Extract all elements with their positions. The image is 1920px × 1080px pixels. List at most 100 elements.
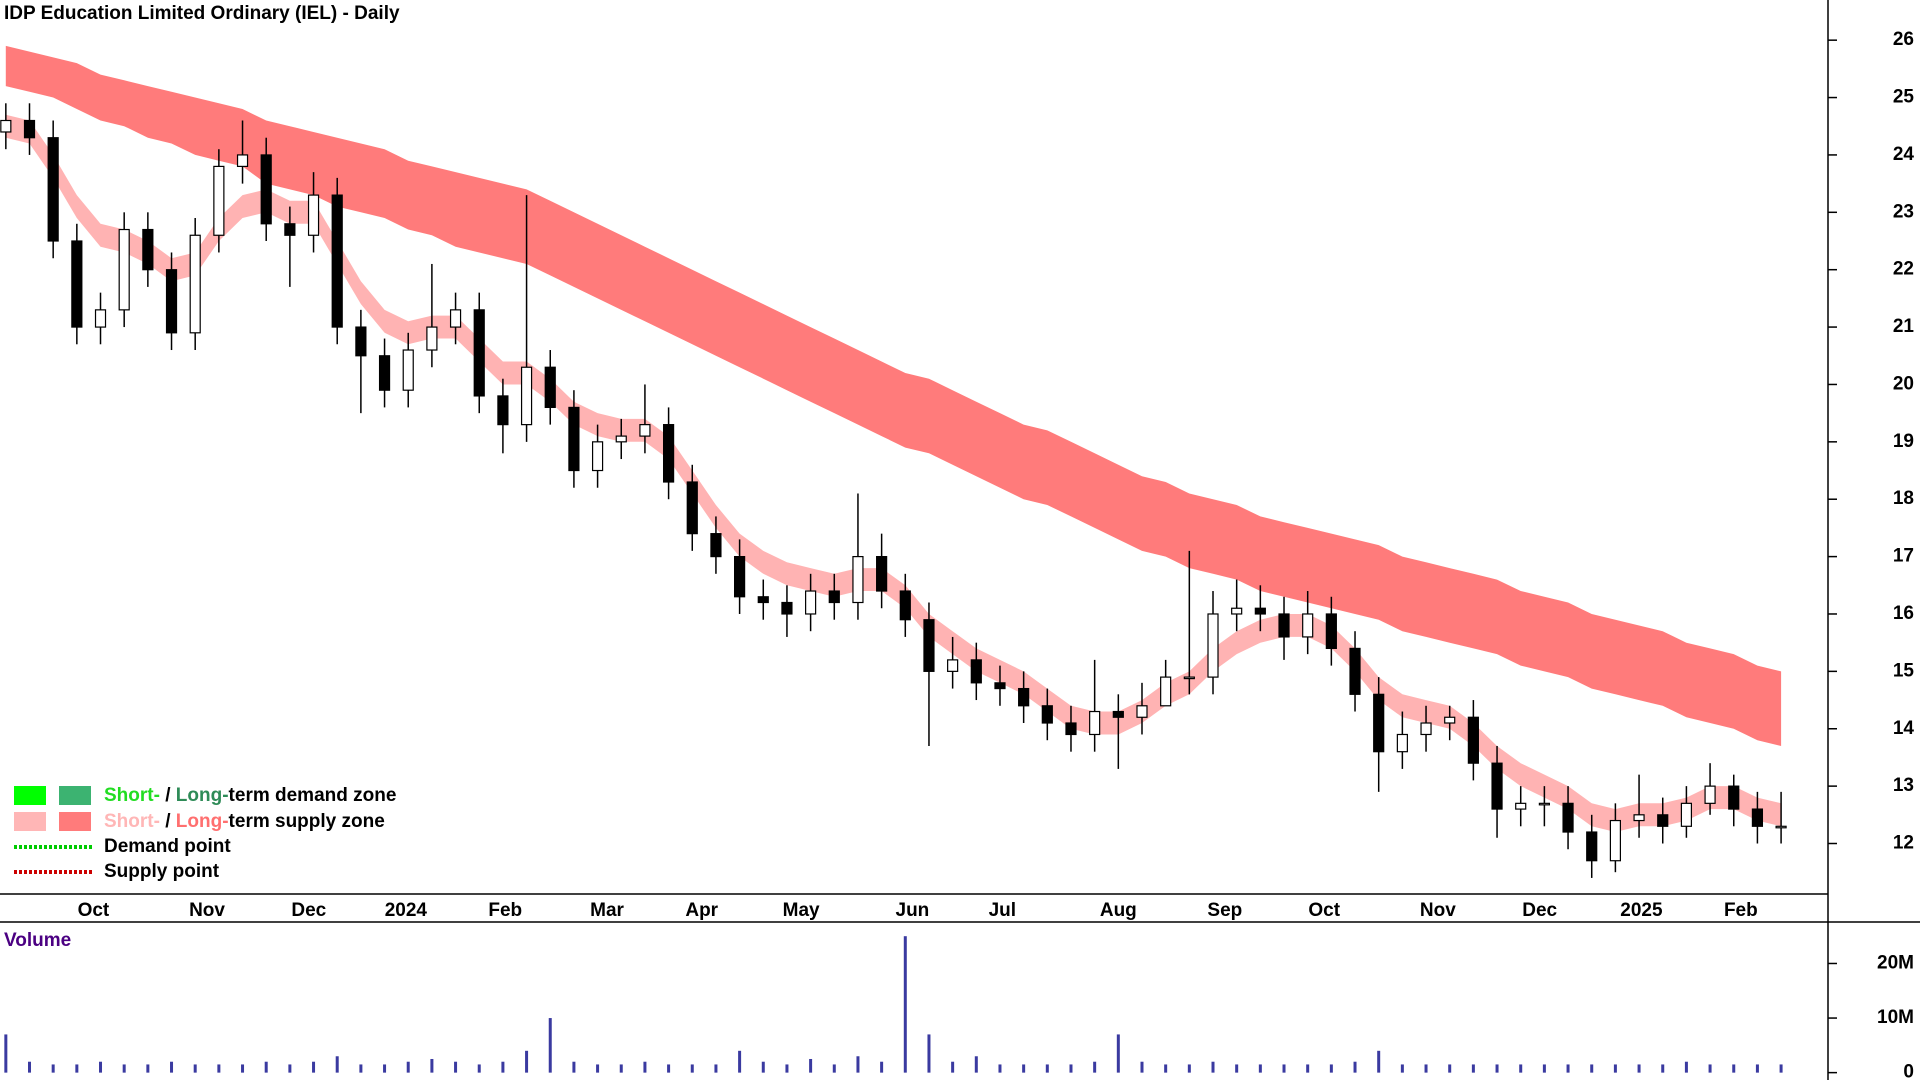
candle-body	[899, 590, 911, 621]
volume-bar	[619, 1064, 623, 1073]
y-tick-label: 19	[1893, 431, 1914, 452]
volume-bar	[99, 1061, 103, 1073]
volume-bar	[1471, 1064, 1475, 1073]
candle-body	[1396, 733, 1408, 753]
volume-bar	[525, 1050, 529, 1073]
legend-text-part: /	[160, 785, 176, 806]
volume-bar	[146, 1064, 150, 1073]
zone-band	[5, 114, 1782, 833]
candle-body	[781, 601, 793, 615]
y-tick-label: 20M	[1877, 952, 1914, 973]
x-tick-label: Feb	[488, 900, 522, 921]
candle-body	[1751, 808, 1764, 827]
x-tick-label: Sep	[1207, 900, 1242, 921]
volume-bar	[832, 1064, 836, 1073]
volume-bar	[690, 1064, 694, 1073]
candle-body	[213, 165, 225, 236]
legend-swatch	[59, 786, 91, 805]
candle-body	[805, 590, 817, 615]
candle-body	[876, 555, 888, 592]
legend-text-part: Long-	[176, 785, 229, 806]
x-tick-label: Apr	[685, 900, 718, 921]
candle-body	[1775, 825, 1787, 829]
volume-bar	[1282, 1064, 1286, 1073]
y-tick-label: 18	[1893, 488, 1914, 509]
volume-bar	[548, 1018, 552, 1073]
volume-bar	[4, 1034, 8, 1073]
volume-bar	[1448, 1064, 1452, 1073]
volume-bar	[596, 1064, 600, 1073]
candle-body	[520, 366, 533, 426]
volume-bar	[1590, 1064, 1594, 1073]
candle-body	[378, 355, 391, 391]
candle-body	[1633, 814, 1645, 822]
volume-bar	[1566, 1064, 1570, 1073]
candle-body	[1112, 710, 1124, 718]
x-tick-label: Jul	[989, 900, 1016, 921]
candle-body	[0, 119, 12, 133]
candle-body	[1041, 705, 1053, 724]
volume-bar	[51, 1064, 55, 1073]
volume-bar	[1045, 1064, 1049, 1073]
candle-body	[331, 194, 343, 328]
volume-bar	[1187, 1064, 1191, 1073]
y-tick-label: 10M	[1877, 1007, 1914, 1028]
volume-bar	[880, 1061, 884, 1073]
candle-body	[426, 326, 438, 351]
volume-bar	[1377, 1050, 1381, 1073]
x-tick-label: Dec	[1522, 900, 1557, 921]
candle-body	[1728, 785, 1740, 810]
volume-bar	[643, 1061, 647, 1073]
candle-body	[1136, 705, 1148, 718]
x-tick-label: Oct	[1308, 900, 1340, 921]
x-tick-label: Nov	[1420, 900, 1456, 921]
candle-body	[591, 441, 604, 472]
candle-body	[1278, 613, 1290, 638]
candle-body	[94, 309, 107, 328]
volume-bar	[738, 1050, 742, 1073]
volume-bar	[1661, 1064, 1665, 1073]
candle-body	[1160, 676, 1172, 707]
volume-bar	[1353, 1061, 1357, 1073]
candle-body	[994, 682, 1006, 690]
chart-title: IDP Education Limited Ordinary (IEL) - D…	[4, 3, 400, 24]
candle-body	[307, 194, 320, 236]
y-tick-label: 22	[1893, 259, 1914, 280]
volume-bar	[1258, 1064, 1262, 1073]
candle-body	[260, 154, 272, 225]
volume-bar	[288, 1064, 292, 1073]
candle-body	[662, 424, 675, 483]
legend-label: Demand point	[104, 836, 231, 857]
candle-body	[165, 269, 178, 334]
candle-body	[1444, 716, 1456, 724]
volume-bar	[477, 1064, 481, 1073]
candle-body	[947, 659, 959, 672]
volume-bar	[1400, 1064, 1404, 1073]
volume-bar	[1211, 1061, 1215, 1073]
volume-bar	[1164, 1064, 1168, 1073]
volume-bar	[406, 1061, 410, 1073]
volume-bar	[1613, 1064, 1617, 1073]
candle-body	[639, 424, 651, 437]
candle-body	[23, 119, 36, 139]
volume-bar	[1140, 1061, 1144, 1073]
x-tick-label: 2024	[385, 900, 428, 921]
volume-bar	[1519, 1064, 1523, 1073]
volume-bar	[75, 1064, 79, 1073]
candle-body	[1231, 607, 1243, 615]
legend-label: Short- / Long-term demand zone	[104, 785, 396, 806]
legend-label: Supply point	[104, 861, 220, 882]
candle-body	[1491, 762, 1503, 810]
candle-body	[71, 240, 83, 328]
volume-bar	[264, 1061, 268, 1073]
candle-body	[828, 590, 840, 604]
candle-body	[1325, 613, 1337, 650]
volume-bar	[335, 1056, 339, 1073]
volume-bar	[501, 1061, 505, 1073]
candle-body	[615, 435, 627, 443]
candle-body	[710, 533, 722, 558]
x-tick-label: Dec	[291, 900, 326, 921]
legend-label: Short- / Long-term supply zone	[104, 811, 385, 832]
x-tick-label: Nov	[189, 900, 225, 921]
volume-bar	[667, 1064, 671, 1073]
